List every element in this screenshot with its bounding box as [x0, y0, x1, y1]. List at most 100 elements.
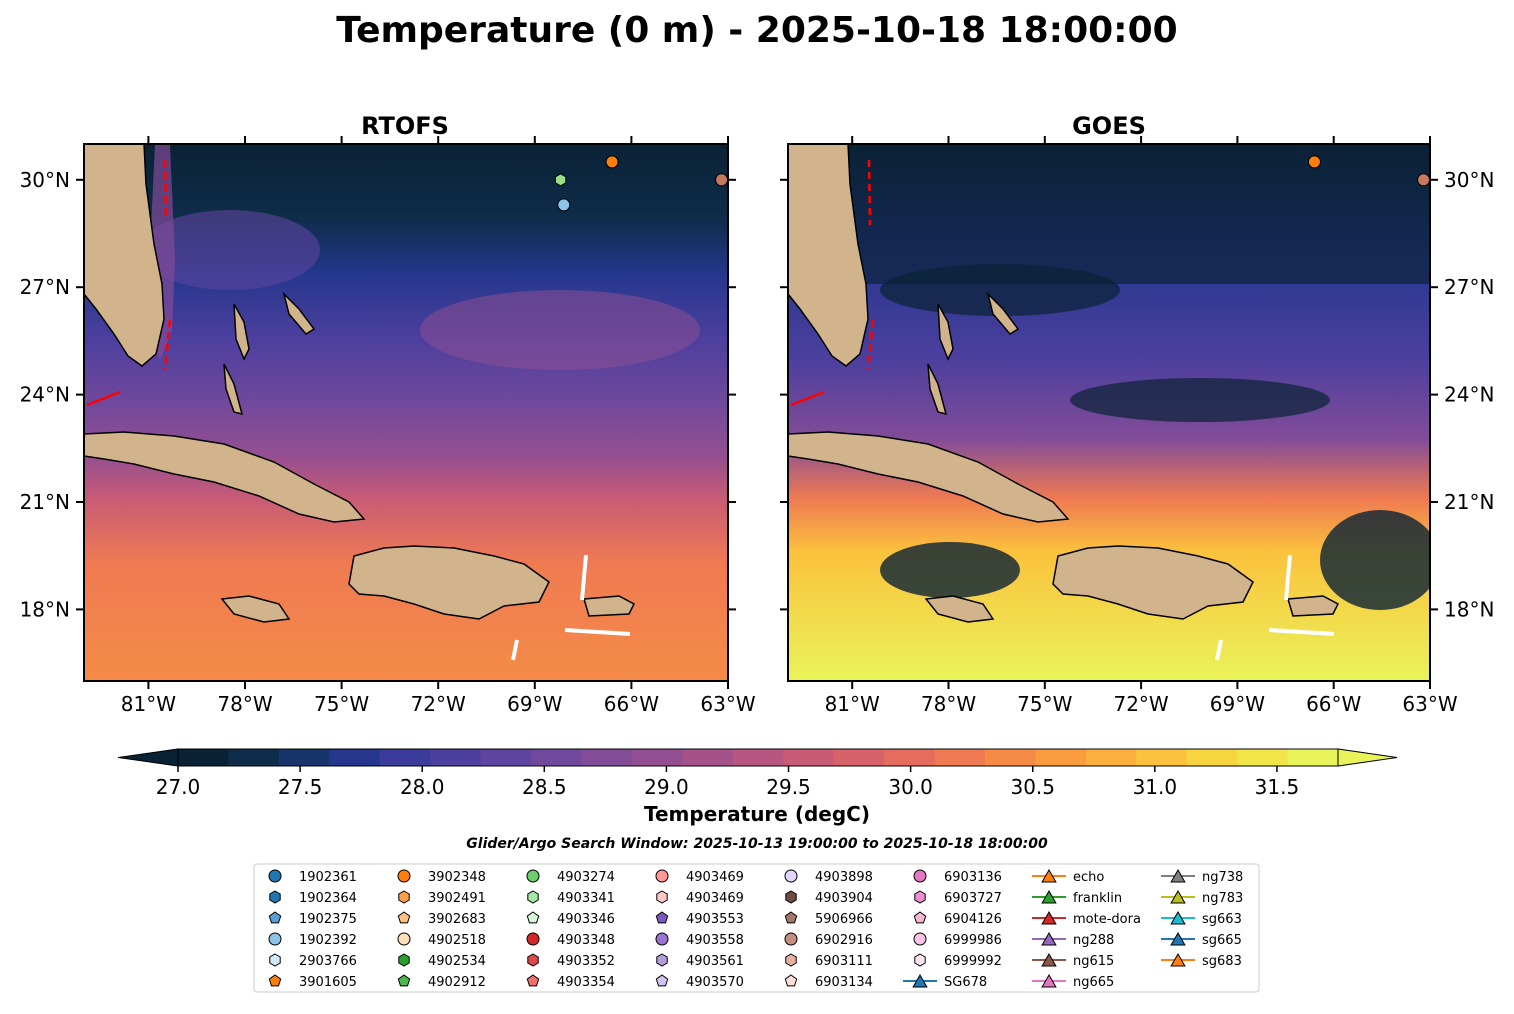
map-goes-frame [787, 143, 1431, 682]
markers-rtofs [554, 155, 729, 212]
legend-marker [655, 932, 669, 946]
y-tick-label: 27°N [1444, 275, 1494, 299]
x-tick-label: 66°W [604, 692, 659, 716]
legend-marker [913, 932, 927, 946]
y-tick-label: 24°N [20, 383, 70, 407]
x-tick-label: 78°W [921, 692, 976, 716]
colorbar-segment [480, 749, 532, 766]
colorbar-segment [581, 749, 633, 766]
legend-entry-4903469: 4903469 [655, 869, 744, 885]
x-tick-label: 66°W [1306, 692, 1361, 716]
legend-label: 4902518 [428, 933, 486, 948]
legend-label: 4903354 [557, 975, 615, 990]
colorbar-segment [884, 749, 936, 766]
colorbar-segment [1287, 749, 1339, 766]
colorbar-label: Temperature (degC) [644, 802, 870, 826]
legend-marker [526, 911, 540, 924]
colorbar-segment [1186, 749, 1238, 766]
legend-marker [397, 911, 411, 924]
legend-label: mote-dora [1073, 912, 1141, 927]
legend-marker [1041, 910, 1057, 925]
legend-entry-ng783: ng783 [1161, 889, 1243, 906]
legend-entry-1902364: 1902364 [269, 890, 357, 906]
figure-title: Temperature (0 m) - 2025-10-18 18:00:00 [336, 10, 1177, 51]
legend-entry-4902518: 4902518 [397, 932, 486, 948]
legend-label: 1902361 [299, 870, 357, 885]
legend-label: 6903727 [944, 891, 1002, 906]
legend-marker [269, 953, 281, 967]
colorbar-segment [934, 749, 986, 766]
legend-label: 6904126 [944, 912, 1002, 927]
legend-label: 5906966 [815, 912, 873, 927]
x-tick-label: 72°W [411, 692, 466, 716]
legend-label: 6999986 [944, 933, 1002, 948]
map-axes: 81°W 78°W 75°W 72°W 69°W 66°W 63°W 30°N 27°N 24°N… [20, 136, 1494, 716]
legend-entry-6903134: 6903134 [784, 974, 873, 990]
x-tick-label: 69°W [1210, 692, 1265, 716]
legend-label: 4903570 [686, 975, 744, 990]
legend-entry-6903111: 6903111 [785, 953, 873, 969]
legend-entry-ng665: ng665 [1032, 973, 1114, 990]
legend-entry-4902912: 4902912 [397, 974, 486, 990]
float-marker-1902392 [557, 198, 571, 212]
x-tick-label: 75°W [314, 692, 369, 716]
colorbar-segment [228, 749, 280, 766]
colorbar-tick-label: 31.0 [1133, 775, 1178, 799]
legend-entry-3902683: 3902683 [397, 911, 486, 927]
colorbar-segment [682, 749, 734, 766]
legend-entry-6903727: 6903727 [914, 890, 1002, 906]
colorbar-extend-low [117, 748, 179, 767]
legend-label: 3902348 [428, 870, 486, 885]
legend-entry-4903354: 4903354 [526, 974, 615, 990]
legend-marker [1170, 910, 1186, 925]
legend-label: 4903904 [815, 891, 873, 906]
legend-marker [1170, 952, 1186, 967]
legend-entry-4903346: 4903346 [526, 911, 615, 927]
colorbar-tick-label: 30.0 [888, 775, 933, 799]
legend-entry-sg665: sg665 [1161, 931, 1242, 948]
legend-entry-5906966: 5906966 [784, 911, 873, 927]
colorbar-tick-label: 29.5 [766, 775, 811, 799]
legend-marker [268, 974, 282, 987]
colorbar-segment [329, 749, 381, 766]
x-tick-label: 69°W [507, 692, 562, 716]
legend-marker [785, 890, 797, 904]
legend-entry-4902534: 4902534 [398, 953, 486, 969]
legend-marker [268, 911, 282, 924]
legend-entry-4903904: 4903904 [785, 890, 873, 906]
legend-label: ng783 [1202, 891, 1243, 906]
colorbar-segment [1085, 749, 1137, 766]
legend-marker [1170, 868, 1186, 883]
legend-marker [656, 890, 668, 904]
legend-marker [397, 932, 411, 946]
legend-marker [526, 974, 540, 987]
legend-label: 4903274 [557, 870, 615, 885]
colorbar-segment [379, 749, 431, 766]
legend-entry-1902392: 1902392 [268, 932, 357, 948]
legend-label: 4903469 [686, 870, 744, 885]
legend-entry-echo: echo [1032, 868, 1104, 885]
legend-label: SG678 [944, 975, 987, 990]
panel-title-goes: GOES [1072, 112, 1146, 140]
legend-label: sg665 [1202, 933, 1242, 948]
legend-marker [1170, 889, 1186, 904]
x-tick-label: 75°W [1017, 692, 1072, 716]
legend-label: 6902916 [815, 933, 873, 948]
y-tick-label: 30°N [1444, 168, 1494, 192]
legend-label: sg683 [1202, 954, 1242, 969]
legend-entry-4903558: 4903558 [655, 932, 744, 948]
colorbar-segment [1035, 749, 1087, 766]
legend-entry-4903341: 4903341 [527, 890, 615, 906]
legend-label: 2903766 [299, 954, 357, 969]
colorbar-tick-label: 28.0 [400, 775, 445, 799]
legend: 1902361 1902364 1902375 1902392 2903766 39016… [268, 868, 1243, 990]
legend-entry-sg683: sg683 [1161, 952, 1242, 969]
colorbar: 27.0 27.5 28.0 28.5 29.0 29.5 30.0 30.5 31.0 31.5 [117, 748, 1398, 799]
legend-entry-4903898: 4903898 [784, 869, 873, 885]
legend-marker [912, 973, 928, 988]
legend-label: 1902375 [299, 912, 357, 927]
legend-label: 1902392 [299, 933, 357, 948]
x-tick-label: 63°W [1402, 692, 1457, 716]
legend-entry-3902348: 3902348 [397, 869, 486, 885]
legend-label: 4903561 [686, 954, 744, 969]
